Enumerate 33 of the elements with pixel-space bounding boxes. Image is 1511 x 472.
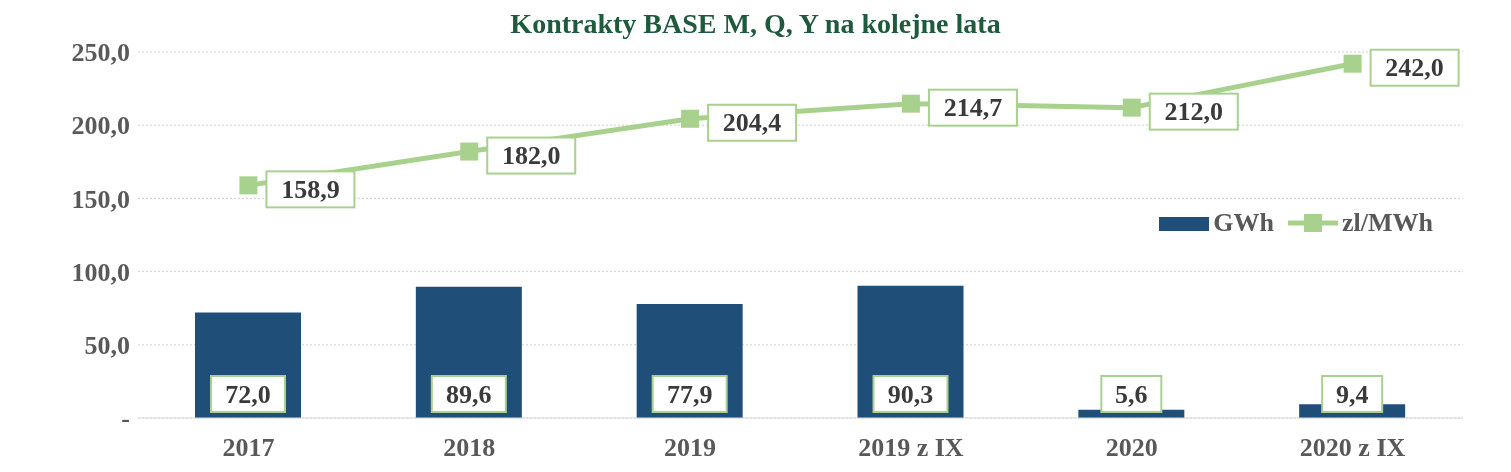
legend-label: zl/MWh (1342, 208, 1433, 238)
data-label: 204,4 (722, 108, 782, 138)
chart-title: Kontrakty BASE M, Q, Y na kolejne lata (510, 8, 1001, 39)
point (239, 176, 258, 195)
y-tick-label: 150,0 (71, 184, 130, 214)
point (1343, 54, 1362, 73)
data-label: 72,0 (225, 379, 271, 409)
point (460, 142, 479, 161)
data-label: 89,6 (446, 379, 492, 409)
data-label: 158,9 (281, 174, 340, 204)
x-tick-label: 2019 z IX (858, 433, 964, 463)
point (681, 109, 700, 128)
legend-label: GWh (1213, 208, 1274, 238)
data-label: 182,0 (502, 141, 561, 171)
point (901, 94, 920, 113)
data-label: 242,0 (1385, 53, 1444, 83)
x-tick-label: 2017 (222, 433, 275, 463)
x-tick-label: 2020 z IX (1299, 433, 1406, 463)
data-label: 90,3 (887, 379, 934, 409)
data-label: 9,4 (1335, 379, 1369, 409)
y-tick-label: 250,0 (71, 38, 130, 68)
y-tick-label: - (121, 404, 130, 434)
data-label: 77,9 (666, 379, 713, 409)
x-tick-label: 2020 (1105, 433, 1158, 463)
data-label: 5,6 (1115, 379, 1148, 409)
x-tick-label: 2018 (443, 433, 496, 463)
y-tick-label: 50,0 (84, 331, 130, 361)
data-label: 212,0 (1164, 97, 1223, 127)
data-label: 214,7 (943, 93, 1003, 123)
x-tick-label: 2019 (664, 433, 717, 463)
y-tick-label: 100,0 (71, 257, 130, 287)
y-tick-label: 200,0 (71, 111, 130, 141)
point (1122, 98, 1141, 117)
